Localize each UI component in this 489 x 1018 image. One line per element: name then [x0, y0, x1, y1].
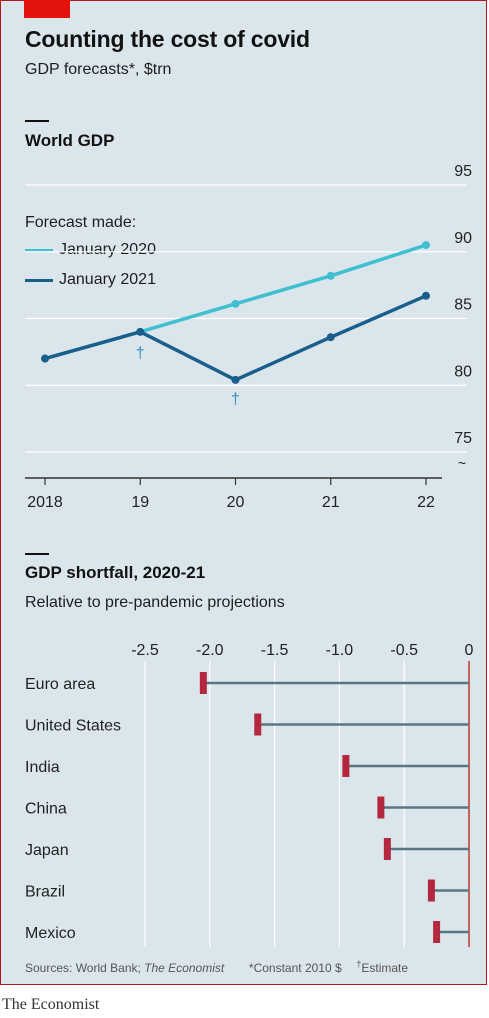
- page-subtitle: GDP forecasts*, $trn: [25, 61, 172, 78]
- data-point: [326, 333, 335, 342]
- x-tick-label: 0: [465, 642, 474, 659]
- world-gdp-line-chart: 75 80 85 90 95 ~2018 19 20 21 22 † †: [25, 163, 472, 511]
- y-tick-label: 75: [454, 430, 472, 447]
- y-tick-label: 95: [454, 163, 472, 180]
- legend-label: January 2021: [59, 271, 156, 288]
- x-tick-label: 22: [417, 494, 435, 511]
- bar-marker: [199, 672, 207, 694]
- economist-logo-text: The Economist: [2, 996, 100, 1013]
- x-tick-label: 20: [227, 494, 245, 511]
- x-tick-label: -2.0: [196, 642, 224, 659]
- legend-label: January 2020: [59, 241, 156, 258]
- line-chart-title: World GDP: [25, 131, 115, 150]
- section-marker: [25, 120, 49, 122]
- x-tick-label: 21: [322, 494, 340, 511]
- brand-red-tab: [24, 0, 70, 18]
- bar-marker: [342, 755, 350, 777]
- estimate-dagger: †: [231, 391, 240, 408]
- x-tick-label: -0.5: [390, 642, 418, 659]
- footnote: Sources: World Bank; The Economist *Cons…: [25, 959, 408, 975]
- legend-item-jan-2021: January 2021: [25, 270, 156, 290]
- category-label: Mexico: [25, 925, 76, 942]
- series-line-jan-2021: [44, 294, 427, 382]
- estimate-mark: †: [356, 959, 362, 969]
- bar-chart-title: GDP shortfall, 2020-21: [25, 563, 206, 582]
- bar-marker: [377, 796, 385, 819]
- y-tick-label: 85: [454, 297, 472, 314]
- sources-label: Sources: World Bank;: [25, 961, 141, 975]
- estimate-dagger: †: [136, 345, 145, 362]
- x-tick-label: 19: [131, 494, 149, 511]
- y-tick-label: 90: [454, 230, 472, 247]
- gdp-shortfall-chart: -2.5 -2.0 -1.5 -1.0 -0.5 0 Euro area United Sta…: [25, 642, 474, 947]
- legend-title: Forecast made:: [25, 214, 137, 231]
- sources-italic: The Economist: [144, 961, 225, 975]
- chart-panel: [0, 0, 487, 985]
- category-label: Brazil: [25, 884, 65, 901]
- bar-marker: [383, 838, 391, 860]
- bar-marker: [254, 713, 262, 736]
- data-point: [41, 354, 49, 363]
- x-tick-label: -1.5: [261, 642, 289, 659]
- constant-note: *Constant 2010 $: [248, 961, 342, 975]
- category-label: India: [25, 759, 60, 776]
- x-tick-label: -1.0: [326, 642, 354, 659]
- x-tick-label: -2.5: [131, 642, 159, 659]
- x-tick-label: 2018: [27, 494, 63, 511]
- data-point: [231, 299, 240, 308]
- category-label: Euro area: [25, 676, 95, 693]
- page-title: Counting the cost of covid: [25, 26, 310, 52]
- category-label: China: [25, 801, 67, 818]
- legend-swatch: [25, 278, 53, 282]
- data-point: [326, 271, 335, 280]
- y-tick-label: 80: [454, 363, 472, 380]
- bar-marker: [433, 921, 441, 943]
- legend-swatch: [25, 248, 53, 252]
- axis-break-icon: ~: [458, 455, 466, 471]
- legend-item-jan-2020: January 2020: [25, 240, 156, 260]
- category-label: Japan: [25, 842, 69, 859]
- category-label: United States: [25, 718, 121, 735]
- estimate-note: Estimate: [361, 961, 409, 975]
- data-point: [422, 291, 430, 300]
- bar-chart-subtitle: Relative to pre-pandemic projections: [25, 594, 285, 611]
- section-marker: [25, 553, 49, 555]
- bar-marker: [427, 879, 435, 902]
- data-point: [422, 241, 430, 250]
- data-point: [231, 375, 240, 384]
- data-point: [136, 327, 145, 336]
